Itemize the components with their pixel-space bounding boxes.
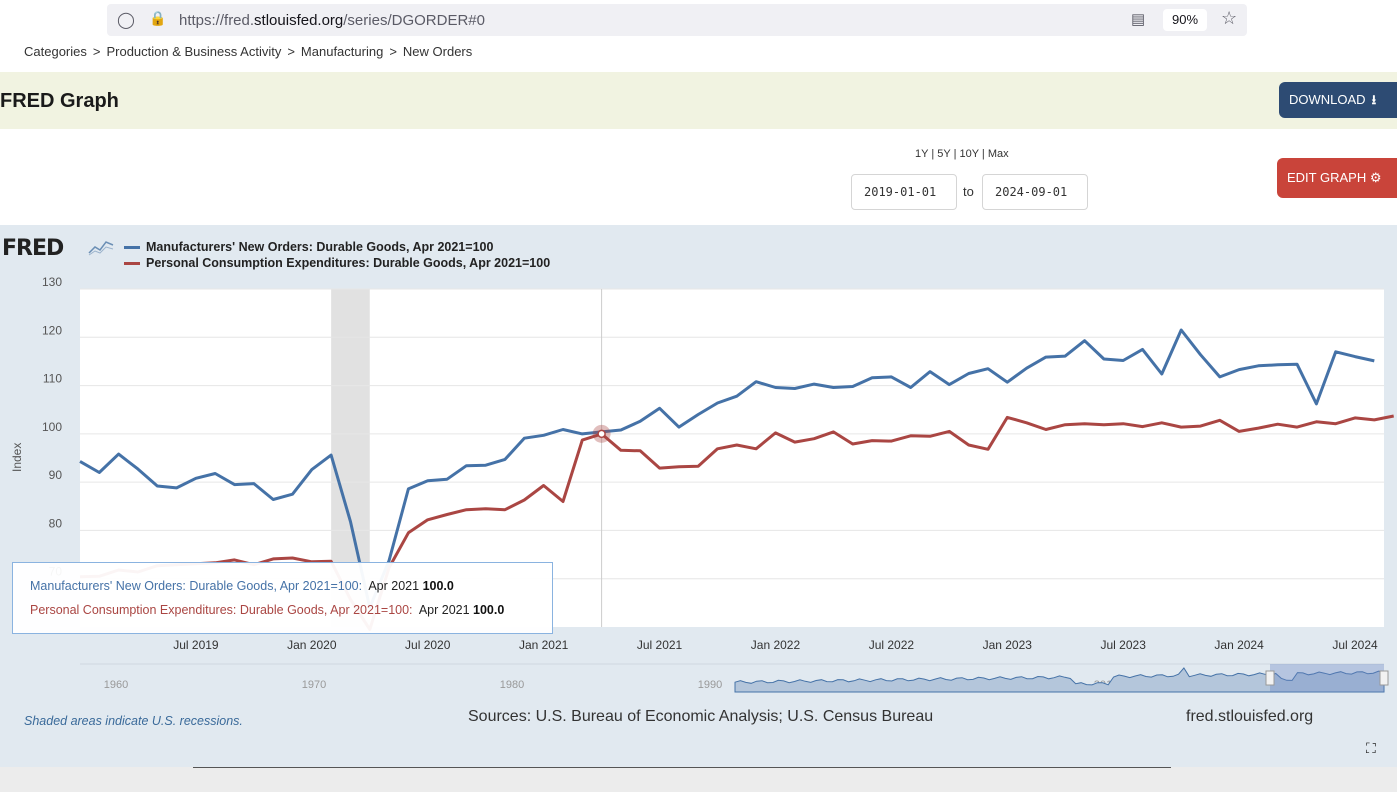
fred-site-link[interactable]: fred.stlouisfed.org — [1186, 708, 1314, 725]
tooltip-value: 100.0 — [473, 603, 505, 617]
browser-toolbar: ◯ 🔒 https://fred.stlouisfed.org/series/D… — [0, 0, 1397, 40]
title-band: FRED Graph — [0, 72, 1397, 129]
bottom-strip — [0, 767, 1397, 792]
range-max-link[interactable]: Max — [987, 148, 1009, 160]
bottom-divider — [193, 767, 1171, 768]
tooltip-row-pce: Personal Consumption Expenditures: Durab… — [30, 603, 504, 617]
legend-item-new-orders[interactable]: Manufacturers' New Orders: Durable Goods… — [124, 240, 493, 254]
sources-text: Sources: U.S. Bureau of Economic Analysi… — [468, 708, 934, 725]
tooltip-value: 100.0 — [422, 579, 454, 593]
tooltip-date: Apr 2021 — [418, 603, 470, 617]
breadcrumb-separator: > — [287, 44, 295, 59]
tooltip-date: Apr 2021 — [368, 579, 420, 593]
start-date-input[interactable]: 2019-01-01 — [851, 174, 957, 210]
legend-swatch-new-orders — [124, 246, 140, 250]
url-text[interactable]: https://fred.stlouisfed.org/series/DGORD… — [179, 12, 485, 29]
chart-panel — [0, 225, 1397, 767]
y-axis-label: Index — [10, 442, 24, 472]
range-links: 1Y | 5Y | 10Y | Max — [915, 148, 1009, 160]
page-title: FRED Graph — [0, 90, 119, 112]
gear-icon: ⚙ — [1369, 170, 1382, 185]
edit-graph-button[interactable]: EDIT GRAPH ⚙ — [1277, 158, 1397, 198]
breadcrumb-item[interactable]: New Orders — [402, 44, 473, 59]
breadcrumb: Categories > Production & Business Activit… — [24, 44, 472, 59]
breadcrumb-item[interactable]: Manufacturing — [300, 44, 384, 59]
legend-item-pce[interactable]: Personal Consumption Expenditures: Durab… — [124, 256, 550, 270]
breadcrumb-separator: > — [389, 44, 397, 59]
edit-graph-label: EDIT GRAPH — [1287, 170, 1367, 185]
star-icon[interactable]: ☆ — [1221, 8, 1238, 28]
fullscreen-icon[interactable]: ⛶ — [1366, 740, 1376, 756]
breadcrumb-separator: > — [92, 44, 101, 59]
download-label: DOWNLOAD — [1289, 92, 1366, 107]
fred-logo-graph-icon — [88, 238, 114, 256]
tooltip-label: Manufacturers' New Orders: Durable Goods… — [30, 579, 363, 593]
reader-view-icon[interactable]: ▤ — [1131, 11, 1146, 28]
range-10y-link[interactable]: 10Y — [959, 148, 979, 160]
legend-swatch-pce — [124, 262, 140, 266]
shield-icon[interactable]: ◯ — [117, 12, 135, 29]
recession-note: Shaded areas indicate U.S. recessions. — [24, 714, 243, 728]
address-bar[interactable]: ◯ 🔒 https://fred.stlouisfed.org/series/D… — [107, 4, 1247, 36]
zoom-level[interactable]: 90% — [1163, 9, 1207, 31]
end-date-input[interactable]: 2024-09-01 — [982, 174, 1088, 210]
tooltip-row-new-orders: Manufacturers' New Orders: Durable Goods… — [30, 579, 454, 593]
range-5y-link[interactable]: 5Y — [937, 148, 951, 160]
download-button[interactable]: DOWNLOAD ⭳ — [1279, 82, 1397, 118]
chart-tooltip: Manufacturers' New Orders: Durable Goods… — [12, 562, 553, 634]
fred-logo: FRED — [2, 236, 64, 261]
legend-label: Personal Consumption Expenditures: Durab… — [146, 256, 551, 270]
range-1y-link[interactable]: 1Y — [915, 148, 929, 160]
breadcrumb-item[interactable]: Categories — [24, 44, 87, 59]
lock-icon[interactable]: 🔒 — [149, 10, 167, 26]
tooltip-label: Personal Consumption Expenditures: Durab… — [30, 603, 413, 617]
date-to-label: to — [963, 184, 974, 199]
download-icon: ⭳ — [1371, 92, 1377, 107]
breadcrumb-item[interactable]: Production & Business Activity — [106, 44, 282, 59]
legend-label: Manufacturers' New Orders: Durable Goods… — [146, 240, 494, 254]
